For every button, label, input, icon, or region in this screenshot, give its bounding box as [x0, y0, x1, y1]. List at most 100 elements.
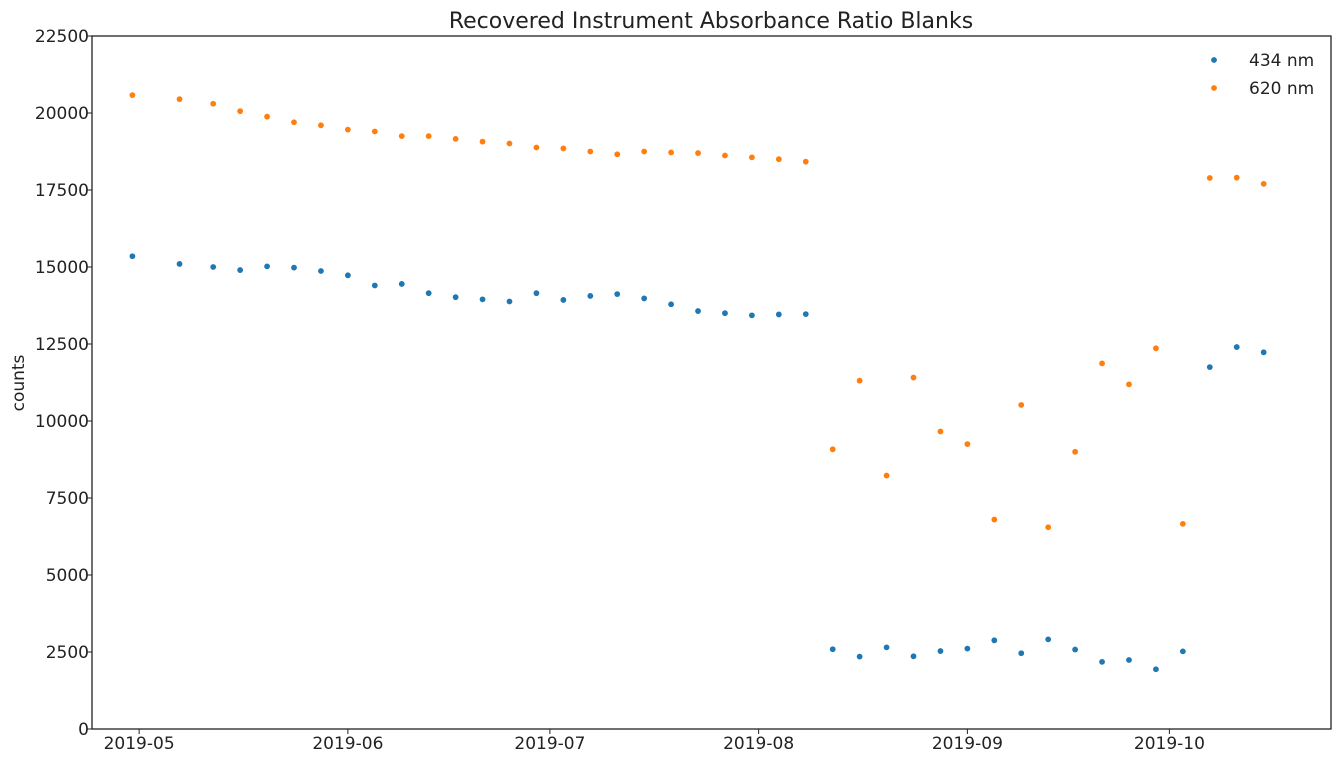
data-point: [749, 312, 755, 319]
data-point: [775, 156, 782, 163]
x-tick-label: 2019-08: [723, 734, 794, 754]
y-tick-label: 12500: [35, 335, 89, 355]
data-point: [883, 472, 890, 479]
data-point: [614, 151, 621, 158]
data-point: [722, 152, 728, 159]
data-point: [668, 149, 674, 156]
x-tick-label: 2019-06: [312, 734, 383, 754]
plot-points: [129, 92, 1267, 673]
data-point: [237, 108, 244, 115]
data-point: [937, 648, 944, 654]
y-tick-label: 17500: [35, 181, 89, 201]
data-point: [264, 113, 270, 120]
x-tick-label: 2019-05: [104, 734, 175, 754]
data-point: [829, 646, 836, 653]
data-point: [1260, 180, 1267, 187]
y-tick-label: 22500: [35, 27, 89, 47]
x-axis: 2019-05 2019-06 2019-07 2019-08 2019-09 2019-…: [104, 729, 1205, 754]
data-point: [1099, 658, 1105, 665]
data-point: [1045, 636, 1052, 643]
data-point: [964, 645, 971, 652]
data-point: [937, 428, 944, 435]
data-point: [371, 282, 378, 289]
data-point: [668, 301, 674, 308]
data-point: [425, 290, 432, 297]
data-point: [237, 267, 244, 273]
data-point: [1126, 381, 1132, 388]
data-point: [749, 154, 755, 161]
data-point: [910, 653, 917, 660]
chart-title: Recovered Instrument Absorbance Ratio Bl…: [449, 9, 973, 34]
y-tick-label: 0: [78, 720, 89, 740]
data-point: [775, 311, 782, 318]
data-point: [318, 268, 324, 274]
data-point: [802, 311, 809, 318]
data-point: [452, 135, 459, 142]
data-point: [722, 310, 728, 317]
plot-frame: [91, 35, 1332, 730]
data-point: [1018, 402, 1025, 408]
data-point: [344, 272, 351, 279]
data-point: [533, 290, 540, 297]
data-point: [425, 133, 432, 140]
legend-label: 434 nm: [1249, 51, 1314, 71]
y-tick-label: 15000: [35, 258, 89, 278]
data-point: [641, 295, 648, 302]
data-point: [883, 644, 890, 651]
x-tick-label: 2019-10: [1134, 734, 1205, 754]
data-point: [371, 128, 378, 135]
data-point: [587, 293, 594, 299]
data-point: [129, 92, 136, 99]
data-point: [587, 148, 594, 155]
data-point: [176, 96, 183, 103]
y-tick-label: 2500: [46, 643, 89, 663]
data-point: [1045, 524, 1052, 531]
legend-marker: [1211, 57, 1217, 63]
data-point: [1099, 360, 1105, 367]
data-point: [291, 264, 297, 271]
data-point: [452, 294, 459, 301]
data-point: [398, 133, 405, 140]
legend-label: 620 nm: [1249, 79, 1314, 99]
data-point: [695, 150, 701, 156]
data-point: [1072, 646, 1079, 653]
y-axis: 0 2500 5000 7500 10000 12500 15000 17500 20000 22…: [35, 27, 92, 740]
data-point: [856, 377, 863, 384]
data-point: [176, 261, 183, 267]
data-point: [1018, 650, 1025, 657]
data-point: [802, 158, 809, 165]
data-point: [991, 637, 998, 644]
data-point: [1260, 349, 1267, 356]
x-tick-label: 2019-09: [932, 734, 1003, 754]
data-point: [344, 126, 351, 133]
data-point: [1153, 345, 1159, 352]
data-point: [1233, 174, 1240, 181]
data-point: [291, 119, 297, 126]
y-axis-label: counts: [9, 354, 29, 411]
data-point: [560, 297, 567, 303]
data-point: [210, 100, 217, 107]
data-point: [1206, 175, 1213, 181]
data-point: [856, 653, 863, 660]
data-point: [614, 291, 621, 298]
y-tick-label: 20000: [35, 104, 89, 124]
data-point: [1072, 448, 1079, 455]
data-point: [479, 296, 486, 303]
data-point: [1126, 657, 1132, 663]
y-tick-label: 5000: [46, 566, 89, 586]
data-point: [964, 441, 971, 447]
data-point: [910, 374, 917, 381]
data-point: [264, 263, 270, 270]
data-point: [506, 298, 513, 305]
data-point: [506, 140, 513, 147]
data-point: [1233, 344, 1240, 350]
data-point: [829, 446, 836, 453]
data-point: [129, 253, 136, 260]
y-tick-label: 7500: [46, 489, 89, 509]
series-2: [129, 92, 1267, 531]
data-point: [1153, 666, 1159, 673]
legend: 434 nm 620 nm: [1211, 51, 1314, 99]
data-point: [991, 516, 998, 523]
y-tick-label: 10000: [35, 412, 89, 432]
